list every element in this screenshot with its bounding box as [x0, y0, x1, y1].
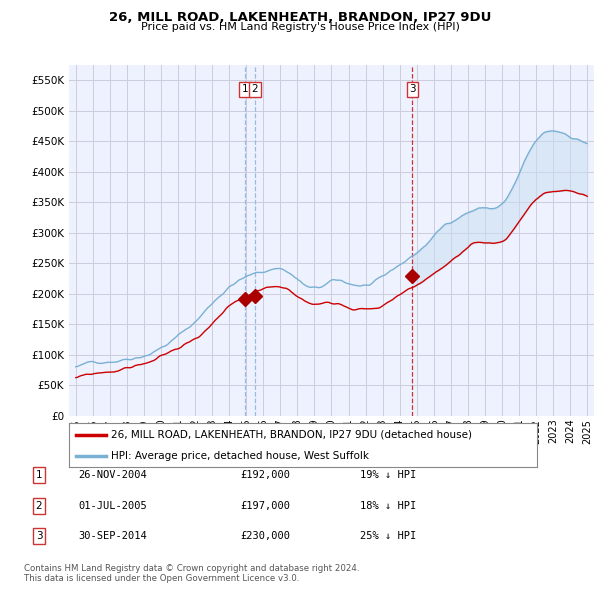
Text: £197,000: £197,000 [240, 501, 290, 510]
Text: 1: 1 [242, 84, 248, 94]
Text: 25% ↓ HPI: 25% ↓ HPI [360, 532, 416, 541]
Text: 1: 1 [35, 470, 43, 480]
Text: 3: 3 [409, 84, 416, 94]
Text: 30-SEP-2014: 30-SEP-2014 [78, 532, 147, 541]
Text: 26-NOV-2004: 26-NOV-2004 [78, 470, 147, 480]
Text: Price paid vs. HM Land Registry's House Price Index (HPI): Price paid vs. HM Land Registry's House … [140, 22, 460, 32]
Text: 2: 2 [35, 501, 43, 510]
Text: HPI: Average price, detached house, West Suffolk: HPI: Average price, detached house, West… [111, 451, 369, 461]
Text: 18% ↓ HPI: 18% ↓ HPI [360, 501, 416, 510]
Text: Contains HM Land Registry data © Crown copyright and database right 2024.
This d: Contains HM Land Registry data © Crown c… [24, 563, 359, 583]
Text: 01-JUL-2005: 01-JUL-2005 [78, 501, 147, 510]
Text: 26, MILL ROAD, LAKENHEATH, BRANDON, IP27 9DU: 26, MILL ROAD, LAKENHEATH, BRANDON, IP27… [109, 11, 491, 24]
Text: £192,000: £192,000 [240, 470, 290, 480]
Text: 2: 2 [251, 84, 258, 94]
Text: £230,000: £230,000 [240, 532, 290, 541]
Text: 19% ↓ HPI: 19% ↓ HPI [360, 470, 416, 480]
Text: 26, MILL ROAD, LAKENHEATH, BRANDON, IP27 9DU (detached house): 26, MILL ROAD, LAKENHEATH, BRANDON, IP27… [111, 430, 472, 440]
Text: 3: 3 [35, 532, 43, 541]
